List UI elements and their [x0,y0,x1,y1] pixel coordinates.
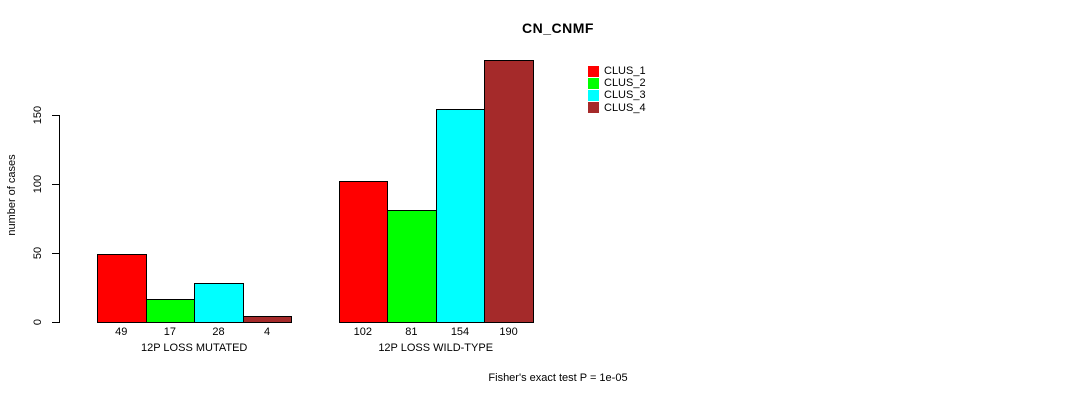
legend-item-clus_4: CLUS_4 [588,102,646,114]
bar-clus_2-group2 [387,210,437,323]
legend-item-clus_2: CLUS_2 [588,77,646,89]
y-tick [52,184,59,185]
legend-label: CLUS_3 [604,89,646,102]
bar-value-label: 17 [163,326,177,338]
legend-swatch-icon [588,89,599,101]
bar-value-label: 154 [450,326,470,338]
legend-label: CLUS_2 [604,77,646,90]
bar-value-label: 81 [405,326,418,338]
legend-swatch-icon [588,77,599,89]
bar-value-label: 49 [115,326,128,338]
legend-swatch-icon [588,65,599,77]
legend-item-clus_1: CLUS_1 [588,65,646,77]
bar-clus_1-group2 [338,181,389,323]
y-axis-label: number of cases [6,154,18,236]
bar-value-label: 190 [499,326,518,338]
legend-swatch-icon [588,102,599,114]
y-tick-label: 50 [32,246,44,260]
y-tick-label: 150 [32,105,44,125]
legend-item-clus_3: CLUS_3 [588,89,646,101]
fisher-test-note: Fisher's exact test P = 1e-05 [488,372,628,384]
y-axis-line [59,115,61,323]
y-tick [52,253,59,254]
group-label: 12P LOSS WILD-TYPE [378,342,494,354]
bar-value-label: 4 [264,326,271,338]
y-tick [52,322,59,323]
y-tick-label: 100 [32,174,44,194]
y-tick-label: 0 [32,318,44,326]
bar-value-label: 102 [353,326,372,338]
chart-title: CN_CNMF [522,20,594,36]
legend-label: CLUS_4 [604,101,646,114]
bar-value-label: 28 [212,326,225,338]
bar-clus_4-group2 [484,59,534,323]
legend: CLUS_1 CLUS_2 CLUS_3 CLUS_4 [588,65,646,114]
bar-clus_3-group2 [435,109,486,323]
bar-clus_4-group1 [242,316,293,323]
y-tick [52,115,59,116]
bar-clus_1-group1 [97,254,147,323]
group-label: 12P LOSS MUTATED [141,342,248,354]
legend-label: CLUS_1 [604,65,646,78]
bar-clus_3-group1 [194,283,244,323]
bar-clus_2-group1 [145,298,196,323]
